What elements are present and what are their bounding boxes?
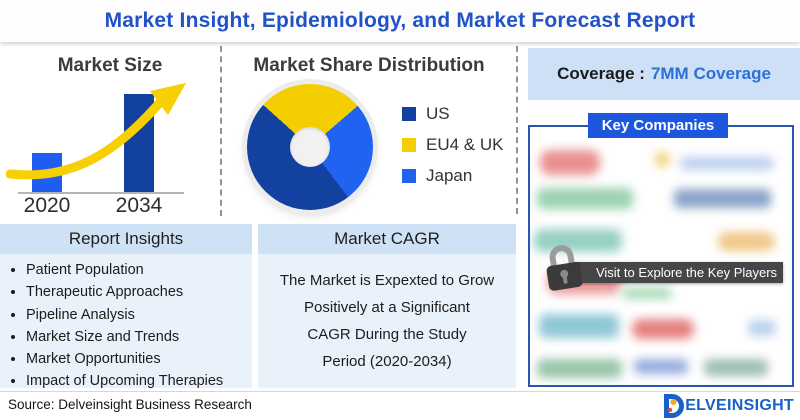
- pie-donut-hole: [290, 127, 330, 167]
- market-share-title: Market Share Distribution: [253, 55, 485, 76]
- blurred-company-logo: [655, 152, 670, 167]
- delveinsight-d-icon: [664, 394, 685, 418]
- coverage-value: 7MM Coverage: [650, 64, 771, 83]
- list-item: Patient Population: [26, 259, 248, 281]
- dashed-divider-right: [516, 46, 518, 214]
- cagr-text-line: The Market is Expexted to Grow: [279, 272, 495, 289]
- market-cagr-header: Market CAGR: [258, 224, 516, 254]
- padlock-icon: [546, 245, 583, 291]
- pie-legend: US EU4 & UK Japan: [402, 104, 503, 186]
- blurred-company-logo: [622, 288, 672, 299]
- list-item: Market Size and Trends: [26, 326, 248, 348]
- blurred-company-logo: [540, 150, 600, 175]
- growth-arrow-icon: [6, 83, 186, 180]
- blurred-company-logo: [539, 314, 619, 338]
- legend-item-us: US: [402, 104, 503, 124]
- footer-divider: [0, 391, 800, 392]
- blurred-company-logo: [537, 188, 633, 209]
- legend-label-eu4uk: EU4 & UK: [426, 135, 504, 154]
- market-size-panel: Market Size 2020 2034: [0, 42, 220, 224]
- delveinsight-logo: ELVEINSIGHT: [661, 393, 794, 419]
- market-share-panel: Market Share Distribution US EU4 & UK Ja…: [222, 42, 516, 224]
- market-size-title: Market Size: [57, 55, 163, 76]
- blurred-company-logo: [537, 359, 622, 378]
- coverage-label: Coverage :: [557, 64, 645, 83]
- blurred-company-logo: [632, 319, 694, 339]
- cagr-text-line: Period (2020-2034): [322, 353, 452, 370]
- blurred-company-logo: [634, 359, 688, 374]
- visit-key-players-button[interactable]: Visit to Explore the Key Players: [574, 262, 783, 283]
- key-companies-header: Key Companies: [588, 113, 728, 138]
- key-companies-title: Key Companies: [601, 117, 715, 134]
- list-item: Therapeutic Approaches: [26, 281, 248, 303]
- legend-swatch-japan: [402, 169, 416, 183]
- x-tick-2034: 2034: [115, 194, 163, 217]
- list-item: Market Opportunities: [26, 348, 248, 370]
- blurred-company-logo: [718, 232, 775, 251]
- list-item: Impact of Upcoming Therapies: [26, 370, 248, 392]
- legend-label-japan: Japan: [426, 166, 473, 185]
- bar-chart-baseline: [18, 192, 184, 194]
- legend-swatch-us: [402, 107, 416, 121]
- blurred-company-logo: [704, 359, 768, 376]
- legend-item-japan: Japan: [402, 166, 503, 186]
- blurred-company-logo: [680, 157, 774, 170]
- report-insights-header: Report Insights: [0, 224, 252, 254]
- report-insights-list: Patient Population Therapeutic Approache…: [0, 254, 252, 389]
- brand-wordmark: ELVEINSIGHT: [685, 397, 794, 414]
- blurred-company-logo: [674, 189, 771, 208]
- legend-item-eu4uk: EU4 & UK: [402, 135, 503, 155]
- blurred-company-logo: [748, 320, 776, 336]
- title-bar: Market Insight, Epidemiology, and Market…: [0, 0, 800, 42]
- list-item: Pipeline Analysis: [26, 304, 248, 326]
- market-cagr-body: The Market is Expexted to Grow Positivel…: [258, 254, 516, 388]
- source-attribution: Source: Delveinsight Business Research: [8, 397, 252, 412]
- page-title: Market Insight, Epidemiology, and Market…: [104, 9, 696, 32]
- legend-label-us: US: [426, 104, 450, 123]
- cagr-text-line: Positively at a Significant: [304, 299, 470, 316]
- report-insights-title: Report Insights: [68, 229, 184, 248]
- x-tick-2020: 2020: [23, 194, 71, 217]
- blurred-company-logo: [534, 229, 622, 252]
- dashed-divider-left: [220, 46, 222, 216]
- cagr-text-line: CAGR During the Study: [307, 326, 467, 343]
- market-cagr-title: Market CAGR: [334, 229, 440, 248]
- coverage-banner: Coverage : 7MM Coverage: [528, 48, 800, 100]
- legend-swatch-eu4uk: [402, 138, 416, 152]
